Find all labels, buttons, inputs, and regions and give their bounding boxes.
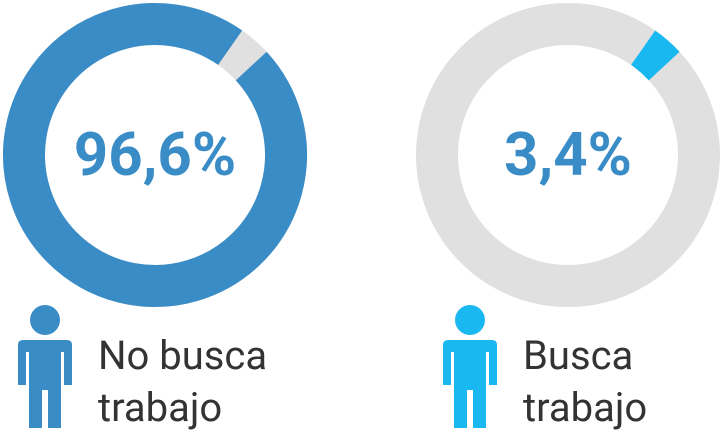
icon-body xyxy=(18,340,72,428)
person-icon xyxy=(18,305,72,428)
donut-arc xyxy=(630,30,680,81)
category-label: No busca trabajo xyxy=(98,332,268,431)
icon-body xyxy=(443,340,497,428)
icon-head xyxy=(30,305,60,335)
center-value-label: 96,6% xyxy=(74,119,236,190)
donut-track xyxy=(416,3,720,307)
person-icon xyxy=(443,305,497,428)
icon-head xyxy=(455,305,485,335)
center-value-label: 3,4% xyxy=(504,119,632,190)
donut-arc xyxy=(3,3,307,307)
category-label: Busca trabajo xyxy=(523,332,648,431)
